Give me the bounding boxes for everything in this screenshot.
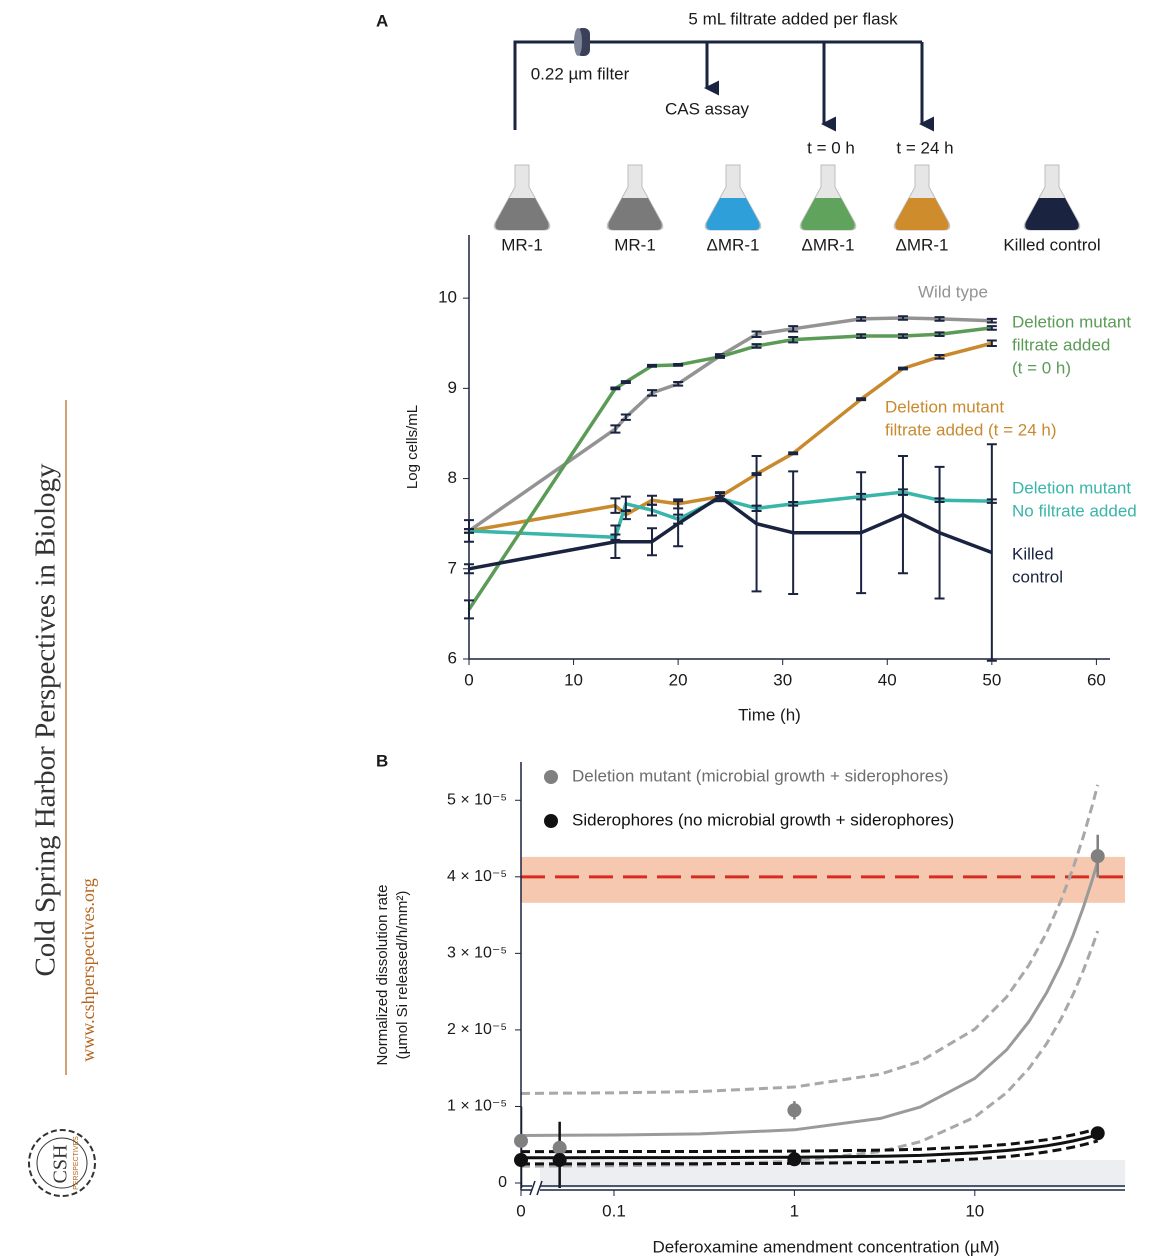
flask: MR-1 (494, 165, 550, 254)
flask-liquid (608, 198, 662, 230)
flask-label: ΔMR-1 (802, 235, 855, 254)
point (1091, 849, 1105, 863)
y-tick-label: 10 (438, 288, 457, 307)
point (514, 1134, 528, 1148)
y-tick-label: 9 (448, 378, 457, 397)
y-tick-label: 8 (448, 468, 457, 487)
flask-liquid (895, 198, 949, 230)
legend-label: Deletion mutant (microbial growth + side… (572, 766, 949, 785)
panel-letter: A (376, 11, 388, 30)
flask: Killed control (1003, 165, 1100, 254)
point (787, 1103, 801, 1117)
flask-liquid (706, 198, 760, 230)
flask: ΔMR-1 (894, 165, 950, 254)
error-bar (856, 398, 866, 400)
series-label: No filtrate added (1012, 501, 1137, 520)
series-label: (t = 0 h) (1012, 358, 1071, 377)
point (553, 1153, 567, 1167)
series-label: Deletion mutant (1012, 478, 1131, 497)
series-label: filtrate added (t = 24 h) (885, 420, 1057, 439)
point (787, 1152, 801, 1166)
plot-area (521, 785, 1125, 1214)
flask-label: ΔMR-1 (896, 235, 949, 254)
legend-label: Siderophores (no microbial growth + side… (572, 810, 954, 829)
series-label: Deletion mutant (885, 397, 1004, 416)
fit-line (521, 785, 1098, 1094)
series-label: control (1012, 567, 1063, 586)
y-tick-label: 1 × 10⁻⁵ (447, 1098, 507, 1115)
top-label: 5 mL filtrate added per flask (688, 9, 898, 28)
error-bar (715, 356, 725, 358)
x-axis-label: Time (h) (738, 705, 801, 724)
fit-line (521, 931, 1098, 1166)
series-line (469, 328, 992, 609)
x-tick-label: 0.1 (602, 1201, 626, 1220)
error-bar (621, 381, 631, 383)
time-label: t = 24 h (896, 138, 953, 157)
error-bar (788, 452, 798, 454)
point (514, 1153, 528, 1167)
y-tick-label: 7 (448, 558, 457, 577)
x-tick-label: 10 (965, 1201, 984, 1220)
x-tick-label: 1 (790, 1201, 799, 1220)
time-label: t = 0 h (807, 138, 855, 157)
flask: MR-1 (607, 165, 663, 254)
error-bar (647, 365, 657, 367)
error-bar (610, 387, 620, 389)
y-tick-label: 6 (448, 648, 457, 667)
point (1091, 1126, 1105, 1140)
fit-line (521, 1135, 1098, 1158)
figure: Cold Spring Harbor Perspectives in Biolo… (0, 0, 1160, 1260)
series-line (469, 492, 992, 537)
x-tick-label: 60 (1087, 670, 1106, 689)
y-axis-label: (µmol Si released/h/mm²) (394, 891, 411, 1060)
filter-label: 0.22 µm filter (531, 64, 630, 83)
flask: ΔMR-1 (705, 165, 761, 254)
flask-label: Killed control (1003, 235, 1100, 254)
panel-letter: B (376, 751, 388, 770)
y-axis-label: Normalized dissolution rate (374, 885, 391, 1066)
error-bar (898, 368, 908, 370)
flask-label: MR-1 (614, 235, 656, 254)
series-label: filtrate added (1012, 335, 1110, 354)
x-tick-label: 0 (464, 670, 473, 689)
y-tick-label: 4 × 10⁻⁵ (447, 868, 507, 885)
y-tick-label: 5 × 10⁻⁵ (447, 791, 507, 808)
point (553, 1141, 567, 1155)
x-axis-label: Deferoxamine amendment concentration (µM… (652, 1237, 999, 1256)
y-tick-label: 0 (498, 1174, 507, 1191)
flask-label: MR-1 (501, 235, 543, 254)
series-label: Killed (1012, 544, 1054, 563)
legend-marker (544, 814, 558, 828)
legend-marker (544, 770, 558, 784)
logo-subtext: PERSPECTIVES (73, 1136, 80, 1190)
logo-text: CSH (50, 1145, 72, 1184)
fit-line (521, 1129, 1098, 1152)
flask-liquid (495, 198, 549, 230)
y-axis-label: Log cells/mL (404, 405, 421, 489)
error-bar (673, 364, 683, 366)
reference-band (521, 857, 1125, 903)
flask-liquid (801, 198, 855, 230)
error-bar (621, 415, 631, 420)
flask-label: ΔMR-1 (707, 235, 760, 254)
series-label: Wild type (918, 282, 988, 301)
x-tick-label: 50 (982, 670, 1001, 689)
sidebar: Cold Spring Harbor Perspectives in Biolo… (29, 400, 98, 1196)
y-tick-label: 2 × 10⁻⁵ (447, 1021, 507, 1038)
x-tick-label: 30 (773, 670, 792, 689)
x-tick-label: 20 (669, 670, 688, 689)
series-label: Deletion mutant (1012, 312, 1131, 331)
filter-face (574, 28, 582, 56)
flask-liquid (1025, 198, 1079, 230)
y-tick-label: 3 × 10⁻⁵ (447, 945, 507, 962)
journal-url: www.cshperspectives.org (78, 878, 98, 1061)
x-tick-label: 0 (516, 1201, 525, 1220)
x-tick-label: 40 (878, 670, 897, 689)
journal-name: Cold Spring Harbor Perspectives in Biolo… (30, 463, 62, 977)
flask: ΔMR-1 (800, 165, 856, 254)
diagram: A 5 mL filtrate added per flask 0.22 µm … (376, 9, 954, 157)
x-tick-label: 10 (564, 670, 583, 689)
assay-label: CAS assay (665, 99, 750, 118)
